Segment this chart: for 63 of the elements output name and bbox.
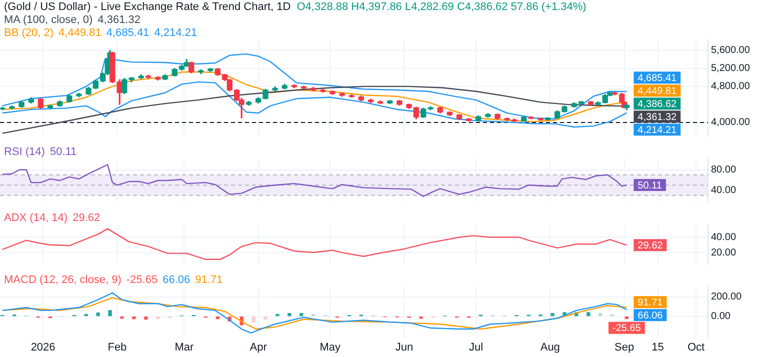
text: 4,449.81 [58, 27, 102, 39]
chart-title: (Gold / US Dollar) - Live Exchange Rate & Trend Chart, 1D [4, 1, 291, 13]
bar [586, 312, 590, 316]
bar [264, 316, 268, 320]
text: 29.62 [72, 212, 100, 224]
x-tick-label: May [320, 341, 341, 354]
x-tick-label: 15 [652, 341, 664, 354]
data-label: 91.71 [638, 297, 664, 308]
data-label: 66.06 [638, 310, 664, 322]
y-tick-label: 40.00 [711, 232, 736, 243]
x-tick-label: Sep [614, 341, 634, 354]
text: 4,214.21 [154, 27, 198, 39]
data-label: 50.11 [638, 180, 662, 192]
bar [108, 310, 112, 316]
bar [300, 313, 304, 316]
y-tick-label: 5,200.00 [711, 63, 750, 74]
y-tick-label: 200.00 [711, 292, 742, 303]
x-tick-label: Mar [174, 341, 194, 354]
chart-subtitle: O4,328.88 H4,397.86 L4,282.69 C4,386.62 57.86 (+1.34%) [296, 1, 586, 13]
y-tick-label: 4,800.00 [711, 81, 750, 92]
bar [132, 316, 136, 320]
bar [120, 316, 124, 319]
text: -25.65 [126, 274, 158, 286]
bar [252, 316, 256, 322]
y-tick-label: 80.00 [711, 164, 736, 176]
bar [550, 313, 554, 316]
y-tick-label: 0.00 [711, 311, 731, 322]
x-tick-label: Feb [108, 341, 127, 354]
x-tick-label: Jun [395, 341, 414, 354]
y-tick-label: 5,600.00 [711, 45, 750, 56]
text: 91.71 [195, 274, 223, 286]
text: 4,685.41 [106, 27, 150, 39]
series-label: RSI (14) [4, 146, 45, 158]
x-tick-label: 2026 [30, 341, 56, 354]
data-label: -25.65 [612, 323, 642, 334]
data-label: 4,361.32 [638, 112, 678, 123]
y-tick-label: 4,000.00 [711, 117, 750, 128]
bar [598, 313, 602, 316]
bar [144, 316, 148, 320]
text: MA (100, close, 0) [4, 14, 93, 26]
data-label: 29.62 [638, 240, 664, 252]
text: BB (20, 2) [4, 27, 54, 39]
bar [419, 316, 423, 319]
bar [624, 316, 629, 320]
bar [288, 313, 292, 316]
text: 4,386.62 [638, 98, 677, 110]
bar [216, 316, 220, 320]
data-label: 4,214.21 [638, 124, 678, 136]
x-tick-label: Apr [250, 341, 268, 354]
text: 4,361.32 [98, 14, 140, 26]
data-label: 4,449.81 [638, 86, 678, 97]
bar [156, 316, 160, 320]
y-tick-label: 40.00 [711, 184, 736, 196]
data-label: 4,685.41 [638, 72, 678, 84]
x-tick-label: Oct [687, 341, 705, 354]
bar [96, 312, 100, 316]
y-tick-label: 20.00 [711, 247, 736, 258]
x-tick-label: Jul [468, 341, 484, 354]
text: 50.11 [50, 146, 77, 158]
x-tick-label: Aug [540, 341, 560, 354]
series-label: ADX (14, 14) [4, 212, 68, 224]
text: MACD (12, 26, close, 9) [4, 274, 122, 286]
text: 66.06 [162, 274, 190, 286]
